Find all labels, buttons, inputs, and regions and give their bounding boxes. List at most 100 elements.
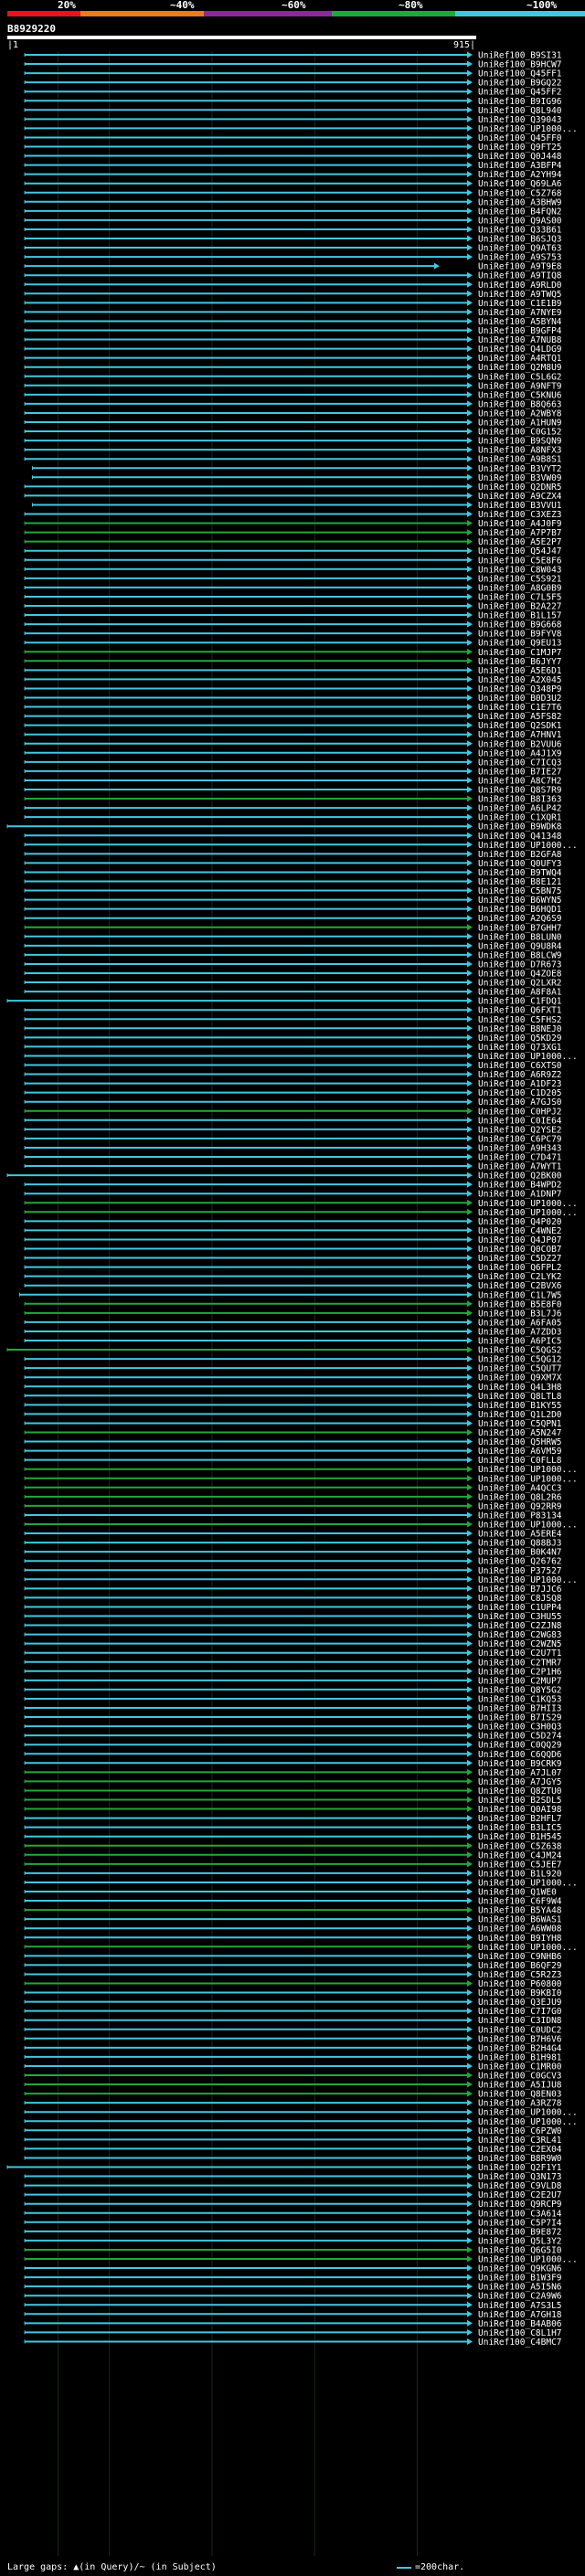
hit-label[interactable]: UniRef100_C5Z638 — [478, 1841, 562, 1851]
hit-label[interactable]: UniRef100_Q73XG1 — [478, 1043, 562, 1053]
hit-label[interactable]: UniRef100_C2ZJN8 — [478, 1621, 562, 1631]
hit-label[interactable]: UniRef100_C5QUT7 — [478, 1364, 562, 1374]
hit-label[interactable]: UniRef100_Q6FPL2 — [478, 1263, 562, 1273]
hit-label[interactable]: UniRef100_C1UPP4 — [478, 1603, 562, 1613]
hit-label[interactable]: UniRef100_B9GFP4 — [478, 326, 562, 336]
hit-label[interactable]: UniRef100_B6JYY7 — [478, 657, 562, 667]
hit-label[interactable]: UniRef100_C0IE64 — [478, 1116, 562, 1126]
hit-label[interactable]: UniRef100_UP1000... — [478, 1521, 578, 1531]
hit-label[interactable]: UniRef100_UP1000... — [478, 1465, 578, 1475]
hit-label[interactable]: UniRef100_B9FYV8 — [478, 630, 562, 640]
hit-label[interactable]: UniRef100_A7S3L5 — [478, 2301, 562, 2311]
hit-label[interactable]: UniRef100_B1L920 — [478, 1869, 562, 1879]
hit-label[interactable]: UniRef100_C1E7T6 — [478, 703, 562, 713]
hit-label[interactable]: UniRef100_A7JL07 — [478, 1768, 562, 1778]
hit-label[interactable]: UniRef100_C3RL41 — [478, 2136, 562, 2146]
hit-label[interactable]: UniRef100_C6F9W4 — [478, 1897, 562, 1907]
hit-label[interactable]: UniRef100_Q5HRW5 — [478, 1437, 562, 1447]
hit-label[interactable]: UniRef100_B8NEJ0 — [478, 1024, 562, 1034]
hit-label[interactable]: UniRef100_A6WW08 — [478, 1924, 562, 1935]
hit-label[interactable]: UniRef100_Q45FF1 — [478, 69, 562, 80]
hit-label[interactable]: UniRef100_C2MUP7 — [478, 1676, 562, 1686]
hit-label[interactable]: UniRef100_A7P7B7 — [478, 528, 562, 538]
hit-label[interactable]: UniRef100_Q1WE0 — [478, 1888, 557, 1898]
hit-label[interactable]: UniRef100_B3VVU1 — [478, 501, 562, 511]
hit-label[interactable]: UniRef100_Q54J47 — [478, 546, 562, 557]
hit-label[interactable]: UniRef100_C4WNE2 — [478, 1226, 562, 1236]
hit-label[interactable]: UniRef100_C7L5F5 — [478, 592, 562, 602]
hit-label[interactable]: UniRef100_B6QF29 — [478, 1961, 562, 1971]
hit-label[interactable]: UniRef100_C3HU55 — [478, 1612, 562, 1622]
hit-label[interactable]: UniRef100_C1E1B9 — [478, 299, 562, 309]
hit-label[interactable]: UniRef100_C5FHS2 — [478, 1015, 562, 1025]
hit-label[interactable]: UniRef100_UP1000... — [478, 1052, 578, 1062]
hit-label[interactable]: UniRef100_B1L157 — [478, 611, 562, 621]
hit-label[interactable]: UniRef100_C8JSQ8 — [478, 1594, 562, 1604]
hit-label[interactable]: UniRef100_C2U7T1 — [478, 1648, 562, 1659]
hit-label[interactable]: UniRef100_A8F8A1 — [478, 988, 562, 998]
hit-label[interactable]: UniRef100_C3A614 — [478, 2209, 562, 2219]
hit-label[interactable]: UniRef100_C2TMR7 — [478, 1658, 562, 1668]
hit-label[interactable]: UniRef100_C6XTS0 — [478, 1061, 562, 1071]
hit-label[interactable]: UniRef100_C4BMC7 — [478, 2337, 562, 2348]
hit-label[interactable]: UniRef100_Q45FF2 — [478, 88, 562, 98]
hit-label[interactable]: UniRef100_A5E2P7 — [478, 537, 562, 547]
hit-label[interactable]: UniRef100_Q2M8U9 — [478, 363, 562, 373]
hit-label[interactable]: UniRef100_B2A227 — [478, 602, 562, 612]
hit-label[interactable]: UniRef100_B6HQD1 — [478, 905, 562, 915]
hit-label[interactable]: UniRef100_C5Z768 — [478, 188, 562, 198]
hit-label[interactable]: UniRef100_Q9AT63 — [478, 244, 562, 254]
hit-label[interactable]: UniRef100_Q2DNR5 — [478, 482, 562, 493]
hit-label[interactable]: UniRef100_C2EX04 — [478, 2145, 562, 2155]
hit-label[interactable]: UniRef100_B9SQN9 — [478, 437, 562, 447]
hit-label[interactable]: UniRef100_A2WBY8 — [478, 408, 562, 419]
hit-label[interactable]: UniRef100_C1MR00 — [478, 2062, 562, 2072]
hit-label[interactable]: UniRef100_UP1000... — [478, 124, 578, 134]
hit-label[interactable]: UniRef100_A9CZX4 — [478, 492, 562, 502]
hit-label[interactable]: UniRef100_B6WAS1 — [478, 1915, 562, 1925]
hit-label[interactable]: UniRef100_C5P7I4 — [478, 2218, 562, 2228]
hit-label[interactable]: UniRef100_A9S753 — [478, 253, 562, 263]
hit-label[interactable]: UniRef100_C1L7W5 — [478, 1290, 562, 1300]
hit-label[interactable]: UniRef100_B8LCW9 — [478, 950, 562, 960]
hit-label[interactable]: UniRef100_B2SDL5 — [478, 1796, 562, 1806]
hit-label[interactable]: UniRef100_B9TWQ4 — [478, 868, 562, 878]
hit-label[interactable]: UniRef100_C6PC79 — [478, 1134, 562, 1144]
hit-label[interactable]: UniRef100_B8E121 — [478, 877, 562, 887]
hit-label[interactable]: UniRef100_C1XQR1 — [478, 813, 562, 823]
hit-label[interactable]: UniRef100_A5N247 — [478, 1428, 562, 1438]
hit-label[interactable]: UniRef100_C8W043 — [478, 565, 562, 575]
hit-label[interactable]: UniRef100_B4AB06 — [478, 2319, 562, 2329]
hit-label[interactable]: UniRef100_Q2BK00 — [478, 1171, 562, 1182]
hit-label[interactable]: UniRef100_A3RZ78 — [478, 2099, 562, 2109]
hit-label[interactable]: UniRef100_A5IJU8 — [478, 2081, 562, 2091]
hit-label[interactable]: UniRef100_C5QG12 — [478, 1355, 562, 1365]
hit-label[interactable]: UniRef100_B7IS29 — [478, 1713, 562, 1723]
hit-label[interactable]: UniRef100_UP1000... — [478, 1199, 578, 1209]
hit-label[interactable]: UniRef100_Q8ZTU0 — [478, 1786, 562, 1797]
hit-label[interactable]: UniRef100_Q4JP07 — [478, 1235, 562, 1246]
hit-label[interactable]: UniRef100_A9TWQ5 — [478, 290, 562, 300]
hit-label[interactable]: UniRef100_Q6FXT1 — [478, 1006, 562, 1016]
hit-label[interactable]: UniRef100_A6R9Z2 — [478, 1070, 562, 1080]
hit-label[interactable]: UniRef100_Q9AS00 — [478, 216, 562, 226]
hit-label[interactable]: UniRef100_B2HFL7 — [478, 1814, 562, 1824]
hit-label[interactable]: UniRef100_A3BFP4 — [478, 161, 562, 171]
hit-label[interactable]: UniRef100_Q5L3Y2 — [478, 2236, 562, 2246]
hit-label[interactable]: UniRef100_C7I7G0 — [478, 2007, 562, 2017]
hit-label[interactable]: UniRef100_A7GH18 — [478, 2310, 562, 2320]
hit-label[interactable]: UniRef100_A7HNV1 — [478, 730, 562, 740]
hit-label[interactable]: UniRef100_P60800 — [478, 1979, 562, 1989]
hit-label[interactable]: UniRef100_B9SI31 — [478, 51, 562, 61]
hit-label[interactable]: UniRef100_C5QPN1 — [478, 1419, 562, 1429]
hit-label[interactable]: UniRef100_C5R2Z3 — [478, 1970, 562, 1980]
hit-label[interactable]: UniRef100_Q92RR9 — [478, 1501, 562, 1511]
hit-label[interactable]: UniRef100_C0GCV3 — [478, 2072, 562, 2082]
hit-label[interactable]: UniRef100_B6SJQ3 — [478, 235, 562, 245]
hit-label[interactable]: UniRef100_B7HII3 — [478, 1704, 562, 1714]
hit-label[interactable]: UniRef100_A2X045 — [478, 675, 562, 685]
hit-label[interactable]: UniRef100_B8Q663 — [478, 399, 562, 409]
hit-label[interactable]: UniRef100_C2WZN5 — [478, 1639, 562, 1649]
hit-label[interactable]: UniRef100_A7JGY5 — [478, 1777, 562, 1787]
hit-label[interactable]: UniRef100_C1FDQ1 — [478, 997, 562, 1007]
